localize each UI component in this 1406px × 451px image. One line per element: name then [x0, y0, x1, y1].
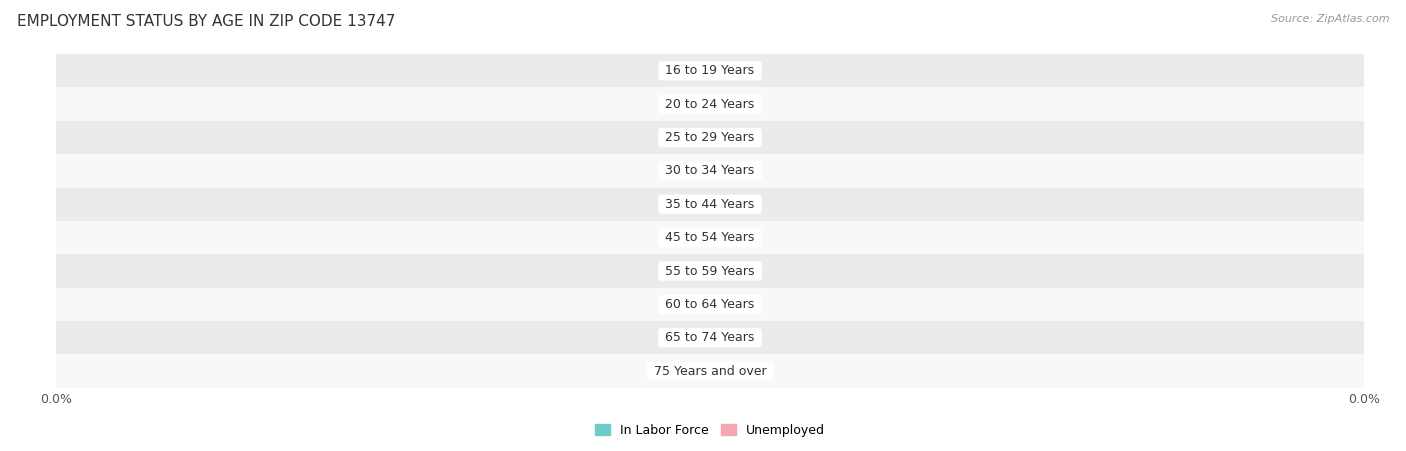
Text: 0.0%: 0.0% — [672, 133, 703, 143]
Text: 0.0%: 0.0% — [672, 333, 703, 343]
Text: 30 to 34 Years: 30 to 34 Years — [661, 165, 759, 177]
Text: 0.0%: 0.0% — [717, 99, 748, 109]
Bar — [710, 62, 756, 80]
Bar — [710, 95, 756, 113]
Bar — [56, 154, 1364, 188]
Bar — [664, 162, 710, 180]
Text: 0.0%: 0.0% — [717, 333, 748, 343]
Text: 0.0%: 0.0% — [717, 299, 748, 309]
Text: 0.0%: 0.0% — [672, 366, 703, 376]
Bar — [56, 188, 1364, 221]
Text: 0.0%: 0.0% — [717, 233, 748, 243]
Bar — [710, 362, 756, 380]
Bar — [664, 329, 710, 347]
Bar — [664, 62, 710, 80]
Text: 55 to 59 Years: 55 to 59 Years — [661, 265, 759, 277]
Bar — [710, 329, 756, 347]
Text: 25 to 29 Years: 25 to 29 Years — [661, 131, 759, 144]
Bar — [664, 95, 710, 113]
Bar — [56, 121, 1364, 154]
Bar — [710, 229, 756, 247]
Bar — [710, 195, 756, 213]
Bar — [56, 321, 1364, 354]
Bar — [56, 288, 1364, 321]
Text: 0.0%: 0.0% — [717, 66, 748, 76]
Text: 0.0%: 0.0% — [717, 199, 748, 209]
Text: EMPLOYMENT STATUS BY AGE IN ZIP CODE 13747: EMPLOYMENT STATUS BY AGE IN ZIP CODE 137… — [17, 14, 395, 28]
Text: 0.0%: 0.0% — [672, 233, 703, 243]
Text: 0.0%: 0.0% — [672, 299, 703, 309]
Bar — [56, 354, 1364, 388]
Bar — [56, 221, 1364, 254]
Text: 16 to 19 Years: 16 to 19 Years — [661, 64, 759, 77]
Bar — [664, 195, 710, 213]
Bar — [664, 362, 710, 380]
Text: 0.0%: 0.0% — [672, 99, 703, 109]
Bar — [56, 54, 1364, 87]
Text: 0.0%: 0.0% — [717, 133, 748, 143]
Text: Source: ZipAtlas.com: Source: ZipAtlas.com — [1271, 14, 1389, 23]
Bar — [710, 262, 756, 280]
Text: 65 to 74 Years: 65 to 74 Years — [661, 331, 759, 344]
Text: 60 to 64 Years: 60 to 64 Years — [661, 298, 759, 311]
Text: 0.0%: 0.0% — [717, 166, 748, 176]
Legend: In Labor Force, Unemployed: In Labor Force, Unemployed — [591, 419, 830, 442]
Bar — [56, 87, 1364, 121]
Text: 75 Years and over: 75 Years and over — [650, 365, 770, 377]
Text: 0.0%: 0.0% — [672, 199, 703, 209]
Bar — [664, 295, 710, 313]
Text: 20 to 24 Years: 20 to 24 Years — [661, 98, 759, 110]
Bar — [710, 295, 756, 313]
Bar — [664, 229, 710, 247]
Text: 35 to 44 Years: 35 to 44 Years — [661, 198, 759, 211]
Text: 0.0%: 0.0% — [672, 66, 703, 76]
Bar — [56, 254, 1364, 288]
Bar — [710, 162, 756, 180]
Text: 0.0%: 0.0% — [717, 266, 748, 276]
Text: 0.0%: 0.0% — [672, 266, 703, 276]
Text: 0.0%: 0.0% — [717, 366, 748, 376]
Bar — [664, 262, 710, 280]
Bar — [664, 129, 710, 147]
Text: 45 to 54 Years: 45 to 54 Years — [661, 231, 759, 244]
Text: 0.0%: 0.0% — [672, 166, 703, 176]
Bar — [710, 129, 756, 147]
